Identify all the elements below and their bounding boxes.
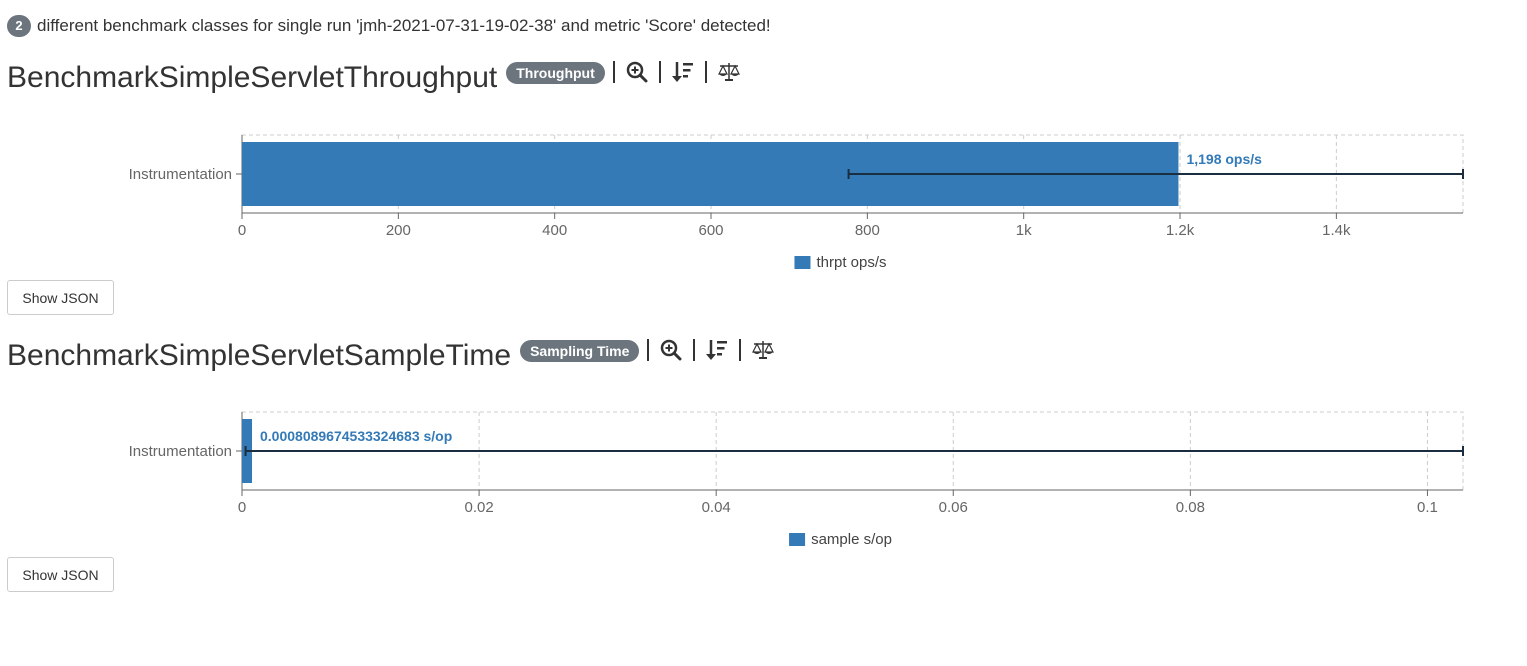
zoom-in-icon[interactable] xyxy=(660,338,682,362)
x-tick-label: 0 xyxy=(238,222,246,239)
data-label: 0.0008089674533324683 s/op xyxy=(260,428,452,444)
toolbar-divider xyxy=(739,339,742,361)
category-label: Instrumentation xyxy=(129,166,232,183)
category-label: Instrumentation xyxy=(129,443,232,460)
x-tick-label: 0.1 xyxy=(1417,499,1438,516)
toolbar-divider xyxy=(693,339,696,361)
toolbar-divider xyxy=(658,61,661,83)
balance-scale-icon[interactable] xyxy=(717,60,740,84)
balance-scale-icon[interactable] xyxy=(752,338,775,362)
x-tick-label: 0.06 xyxy=(939,499,968,516)
benchmark-chart: 0 0.02 0.04 0.06 0.08 0.1 Instrumentation 0.000… xyxy=(0,397,1527,562)
x-tick-label: 0.02 xyxy=(464,499,493,516)
x-tick-label: 0 xyxy=(238,499,246,516)
mode-badge: Sampling Time xyxy=(520,340,640,362)
chart-svg: 0 200 400 600 800 1k 1.2k 1.4k Instrumentation 1,… xyxy=(129,134,1464,271)
summary-text: different benchmark classes for single r… xyxy=(37,16,771,35)
toolbar-divider xyxy=(612,61,615,83)
benchmark-header: BenchmarkSimpleServletSampleTime Samplin… xyxy=(7,339,785,373)
summary-line: 2 different benchmark classes for single… xyxy=(7,15,771,37)
toolbar-divider xyxy=(647,339,650,361)
x-tick-label: 1k xyxy=(1016,222,1032,239)
x-tick-label: 0.04 xyxy=(702,499,731,516)
x-tick-label: 600 xyxy=(698,222,723,239)
sort-descending-icon[interactable] xyxy=(706,338,728,362)
data-label: 1,198 ops/s xyxy=(1186,151,1262,167)
mode-badge: Throughput xyxy=(506,62,605,84)
x-tick-label: 400 xyxy=(542,222,567,239)
x-tick-label: 1.2k xyxy=(1166,222,1195,239)
benchmark-title: BenchmarkSimpleServletSampleTime xyxy=(7,339,512,372)
chart-toolbar xyxy=(647,338,785,362)
toolbar-divider xyxy=(704,61,707,83)
show-json-button[interactable]: Show JSON xyxy=(7,557,114,592)
class-count-badge: 2 xyxy=(7,15,31,37)
legend-swatch xyxy=(789,533,806,546)
x-tick-label: 1.4k xyxy=(1322,222,1351,239)
benchmark-header: BenchmarkSimpleServletThroughput Through… xyxy=(7,61,751,95)
x-tick-label: 0.08 xyxy=(1176,499,1205,516)
chart-toolbar xyxy=(612,60,751,84)
sort-descending-icon[interactable] xyxy=(671,60,694,84)
show-json-button[interactable]: Show JSON xyxy=(7,280,114,315)
zoom-in-icon[interactable] xyxy=(626,60,648,84)
chart-svg: 0 0.02 0.04 0.06 0.08 0.1 Instrumentation 0.000… xyxy=(129,411,1464,548)
legend-label: thrpt ops/s xyxy=(816,254,886,271)
benchmark-chart: 0 200 400 600 800 1k 1.2k 1.4k Instrumentation 1,… xyxy=(0,120,1527,285)
benchmark-title: BenchmarkSimpleServletThroughput xyxy=(7,61,498,94)
x-tick-label: 800 xyxy=(855,222,880,239)
x-tick-label: 200 xyxy=(386,222,411,239)
legend-label: sample s/op xyxy=(811,531,892,548)
legend-swatch xyxy=(794,256,811,269)
